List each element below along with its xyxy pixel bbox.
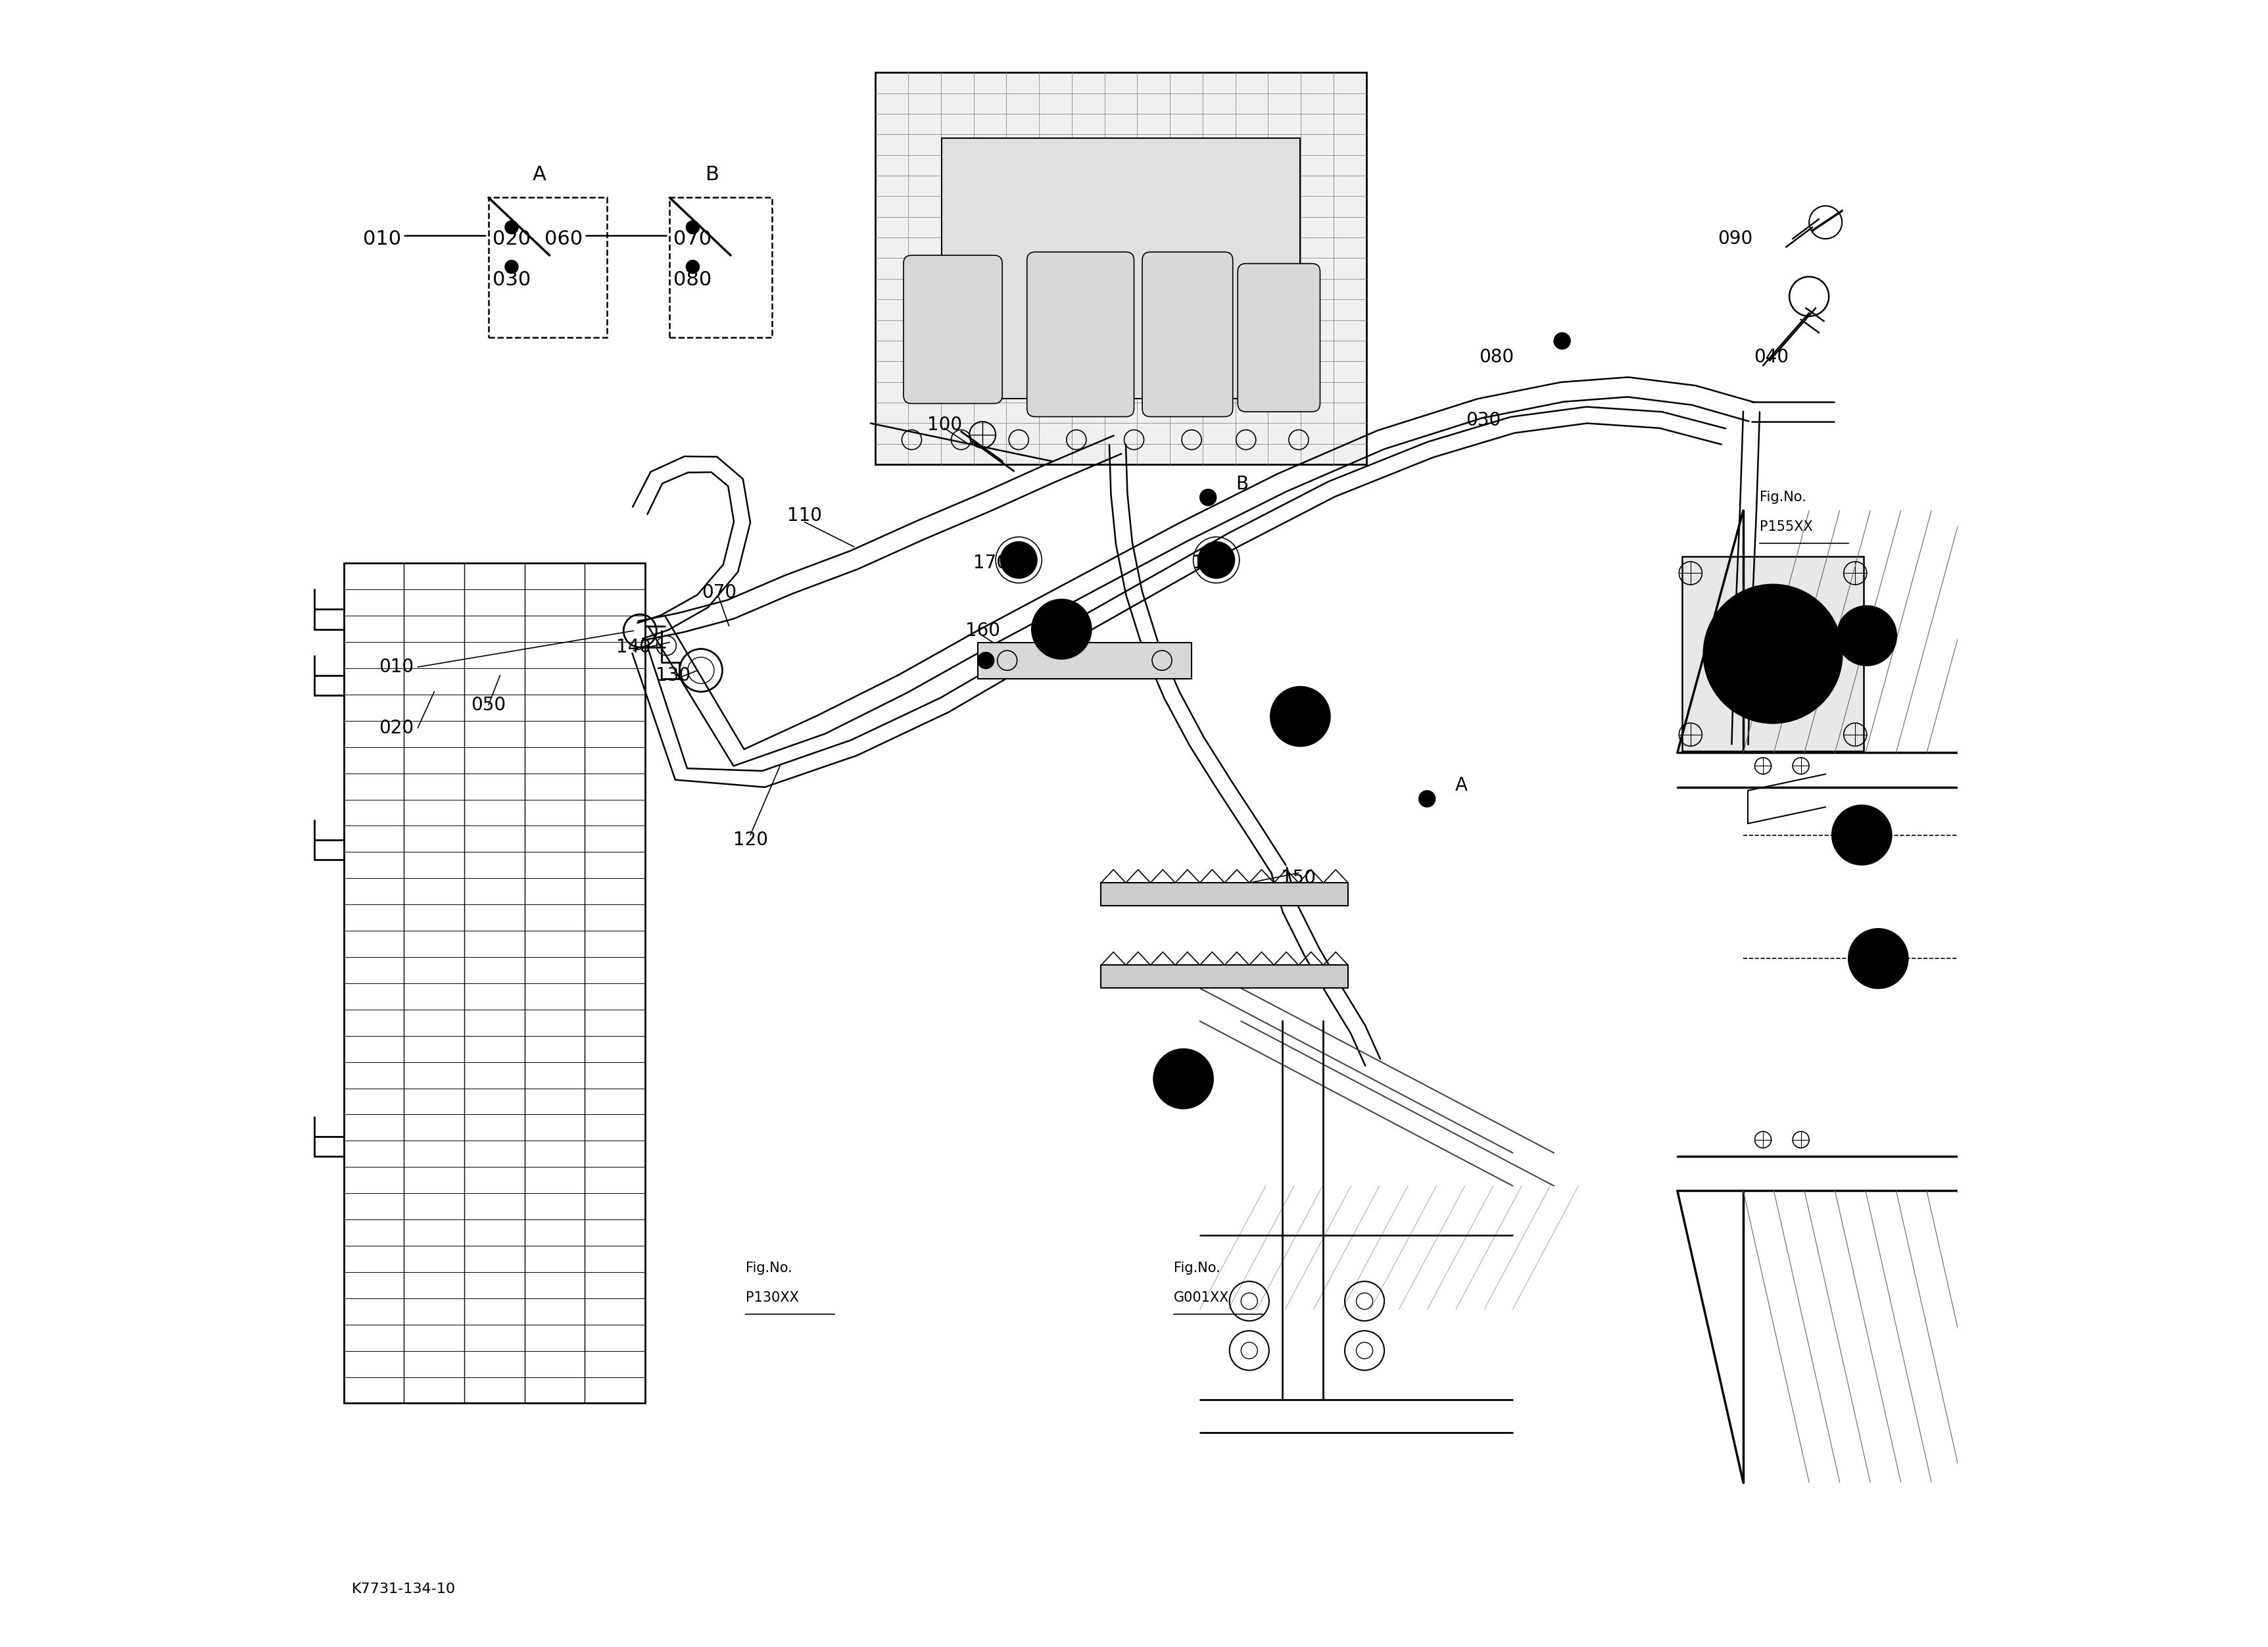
FancyBboxPatch shape	[903, 255, 1002, 404]
Text: 160: 160	[966, 621, 1000, 641]
Circle shape	[506, 221, 517, 234]
Circle shape	[1198, 542, 1234, 578]
Circle shape	[1703, 585, 1842, 723]
Circle shape	[1837, 606, 1896, 665]
Circle shape	[1420, 791, 1436, 807]
Text: 100: 100	[928, 415, 962, 435]
Text: Fig.No.: Fig.No.	[1173, 1262, 1220, 1275]
Circle shape	[687, 221, 699, 234]
FancyBboxPatch shape	[1027, 252, 1134, 417]
Text: P155XX: P155XX	[1760, 520, 1812, 534]
Text: A: A	[1456, 776, 1467, 796]
Text: B: B	[1057, 623, 1066, 636]
Text: Fig.No.: Fig.No.	[1760, 593, 1805, 606]
Circle shape	[1726, 608, 1819, 700]
Text: A: A	[533, 165, 547, 184]
Circle shape	[506, 260, 517, 273]
Text: 050: 050	[472, 695, 506, 715]
Circle shape	[1848, 929, 1907, 988]
FancyBboxPatch shape	[978, 642, 1191, 679]
Circle shape	[687, 260, 699, 273]
FancyBboxPatch shape	[941, 138, 1300, 399]
Text: C: C	[1179, 1072, 1188, 1085]
FancyBboxPatch shape	[1683, 557, 1864, 751]
Text: 020: 020	[492, 229, 531, 249]
Text: 060: 060	[544, 229, 583, 249]
Text: P105XX: P105XX	[903, 367, 957, 380]
Text: Fig.No.: Fig.No.	[746, 1262, 792, 1275]
Text: 070: 070	[701, 583, 737, 603]
Circle shape	[1554, 333, 1569, 349]
FancyBboxPatch shape	[345, 563, 644, 1403]
Text: 140: 140	[617, 637, 651, 657]
Text: 090: 090	[1717, 229, 1753, 249]
Circle shape	[1833, 805, 1892, 865]
Text: 170: 170	[973, 553, 1009, 573]
Circle shape	[1753, 634, 1792, 674]
Text: 020: 020	[379, 718, 413, 738]
Text: B: B	[1857, 828, 1867, 842]
Text: 040: 040	[1753, 348, 1789, 367]
Text: K7731-134-10: K7731-134-10	[352, 1583, 456, 1596]
Text: 010: 010	[363, 229, 401, 249]
Text: 130: 130	[655, 665, 689, 685]
Circle shape	[978, 652, 993, 669]
FancyBboxPatch shape	[1100, 883, 1347, 906]
Text: A: A	[1862, 629, 1871, 642]
Text: Fig.No.: Fig.No.	[1760, 491, 1805, 504]
FancyBboxPatch shape	[1100, 965, 1347, 988]
Circle shape	[1154, 1049, 1213, 1108]
Text: N169XX: N169XX	[1760, 623, 1814, 636]
Text: 030: 030	[492, 270, 531, 290]
Text: 120: 120	[733, 830, 769, 850]
Text: Fig.No.: Fig.No.	[903, 338, 950, 351]
Circle shape	[1032, 600, 1091, 659]
Text: A: A	[1295, 710, 1306, 723]
Text: 170: 170	[1193, 553, 1227, 573]
Circle shape	[1270, 687, 1329, 746]
Circle shape	[1000, 542, 1036, 578]
Text: B: B	[705, 165, 719, 184]
FancyBboxPatch shape	[875, 72, 1365, 464]
Circle shape	[1200, 489, 1216, 506]
FancyBboxPatch shape	[1238, 264, 1320, 412]
Text: 030: 030	[1465, 410, 1501, 430]
Text: B: B	[1236, 474, 1250, 494]
Text: 070: 070	[674, 229, 712, 249]
Text: 150: 150	[1281, 868, 1315, 888]
Text: 110: 110	[787, 506, 821, 525]
Text: G001XX: G001XX	[1173, 1291, 1229, 1304]
Text: 080: 080	[1479, 348, 1513, 367]
FancyBboxPatch shape	[1143, 252, 1234, 417]
Text: 080: 080	[674, 270, 712, 290]
Text: 010: 010	[379, 657, 413, 677]
Text: P130XX: P130XX	[746, 1291, 798, 1304]
Text: C: C	[1873, 952, 1882, 965]
